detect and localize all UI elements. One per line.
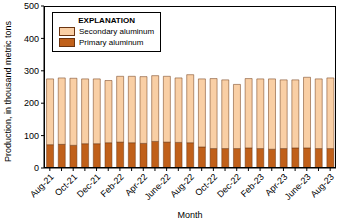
- svg-text:Apr-22: Apr-22: [123, 171, 150, 198]
- svg-text:Production, in thousand metric: Production, in thousand metric tons: [8, 20, 13, 162]
- svg-text:Feb-22: Feb-22: [99, 172, 126, 199]
- svg-text:Apr-23: Apr-23: [263, 171, 290, 198]
- svg-text:Month: Month: [177, 210, 202, 220]
- svg-text:Aug-23: Aug-23: [308, 172, 334, 200]
- svg-text:June-23: June-23: [283, 172, 313, 202]
- svg-text:400: 400: [24, 34, 39, 44]
- html-text:EXPLANATION: EXPLANATION: [78, 16, 135, 25]
- svg-text:Oct-22: Oct-22: [193, 172, 219, 198]
- svg-text:0: 0: [34, 163, 39, 173]
- svg-text:200: 200: [24, 98, 39, 108]
- svg-text:Dec-21: Dec-21: [75, 172, 103, 200]
- html-text:Secondary aluminum: Secondary aluminum: [79, 27, 155, 36]
- svg-text:300: 300: [24, 66, 39, 76]
- svg-text:Oct-21: Oct-21: [53, 172, 79, 198]
- html-text:Primary aluminum: Primary aluminum: [79, 38, 144, 47]
- svg-text:Dec-22: Dec-22: [215, 172, 243, 200]
- svg-text:June-22: June-22: [142, 172, 172, 202]
- svg-text:500: 500: [24, 1, 39, 11]
- svg-text:Feb-23: Feb-23: [239, 172, 266, 199]
- svg-text:100: 100: [24, 131, 39, 141]
- svg-text:Aug-22: Aug-22: [168, 172, 196, 200]
- svg-text:Aug-21: Aug-21: [28, 172, 56, 200]
